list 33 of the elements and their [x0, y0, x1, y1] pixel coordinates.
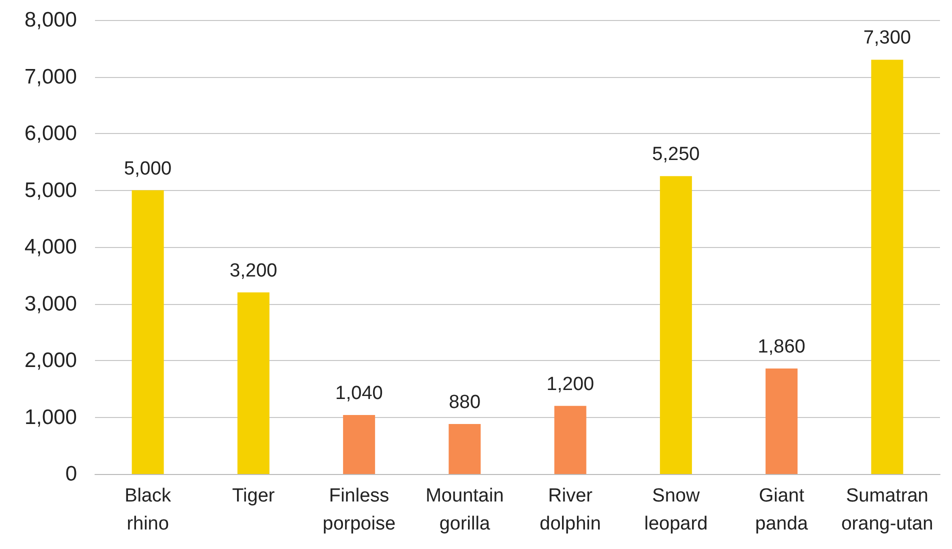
data-label: 5,000 [124, 158, 172, 180]
data-label: 1,860 [758, 336, 806, 358]
x-tick-label: Mountain gorilla [426, 486, 504, 534]
y-tick-label: 5,000 [24, 178, 77, 202]
bar [554, 406, 586, 474]
x-tick-label: Finless porpoise [322, 486, 396, 534]
y-tick-label: 8,000 [24, 8, 77, 32]
bar [660, 176, 692, 474]
y-tick-label: 0 [65, 462, 77, 486]
y-tick-label: 2,000 [24, 349, 77, 372]
data-label: 3,200 [230, 260, 278, 282]
bar [237, 292, 270, 474]
x-tick-label: River dolphin [540, 486, 601, 534]
y-tick-label: 4,000 [24, 236, 77, 258]
data-label: 1,040 [335, 382, 383, 404]
data-label: 5,250 [652, 144, 700, 166]
y-tick-label: 7,000 [24, 65, 77, 88]
y-tick-label: 1,000 [24, 406, 77, 429]
y-tick-label: 6,000 [24, 122, 77, 145]
data-label: 7,300 [863, 28, 911, 49]
x-tick-label: Sumatran orang-utan [841, 486, 934, 534]
data-label: 880 [448, 392, 481, 414]
x-tick-label: Black rhino [124, 486, 172, 534]
bar [343, 414, 376, 474]
x-tick-label: Giant panda [755, 486, 808, 534]
bar [766, 368, 798, 474]
x-tick-label: Tiger [232, 486, 276, 506]
bar [132, 190, 164, 474]
bar [871, 60, 904, 474]
y-tick-label: 3,000 [24, 292, 77, 316]
x-tick-label: Snow leopard [644, 486, 708, 534]
bar [448, 424, 481, 474]
data-label: 1,200 [546, 374, 594, 395]
